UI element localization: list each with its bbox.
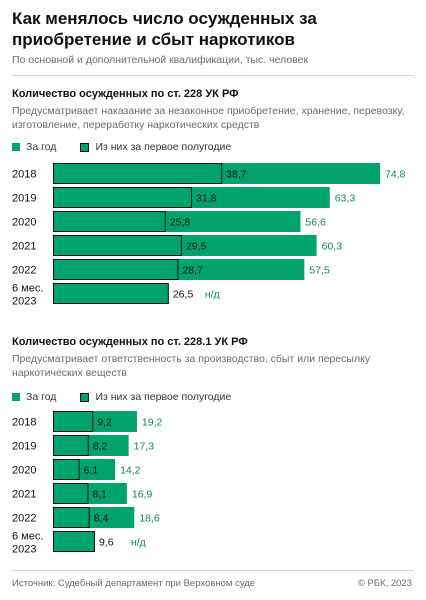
section-2-legend: За год Из них за первое полугодие bbox=[12, 391, 231, 403]
category-label: 2020 bbox=[12, 465, 36, 477]
chart-subtitle: По основной и дополнительной квалификаци… bbox=[12, 54, 309, 66]
half-year-value-label: 6,1 bbox=[84, 465, 99, 477]
half-year-bar bbox=[53, 459, 80, 480]
legend-full-label: За год bbox=[26, 141, 57, 153]
chart-228: 2018 38,7 74,8 2019 31,8 63,3 2020 25,8 56,6 2021… bbox=[12, 163, 406, 308]
half-year-bar bbox=[53, 235, 182, 256]
half-year-bar bbox=[53, 507, 90, 528]
section-1-title: Количество осужденных по ст. 228 УК РФ bbox=[12, 88, 239, 100]
half-year-value-label: 25,8 bbox=[170, 217, 191, 229]
full-year-value-label: 56,6 bbox=[305, 217, 326, 229]
half-year-bar bbox=[53, 211, 166, 232]
half-year-bar bbox=[53, 483, 89, 504]
half-year-bar bbox=[53, 531, 95, 552]
half-year-value-label: 28,7 bbox=[182, 265, 203, 277]
half-year-bar bbox=[53, 411, 94, 432]
full-year-value-label: 74,8 bbox=[385, 169, 406, 181]
half-year-bar bbox=[53, 163, 223, 184]
legend-full-swatch bbox=[12, 143, 20, 151]
category-label: 2019 bbox=[12, 193, 36, 205]
category-label: 2018 bbox=[12, 417, 36, 429]
full-year-value-label: 18,6 bbox=[139, 513, 160, 525]
half-year-value-label: 9,6 bbox=[99, 537, 114, 549]
category-label: 2022 bbox=[12, 513, 36, 525]
half-year-value-label: 26,5 bbox=[173, 289, 194, 301]
category-label: 2023 bbox=[12, 544, 36, 556]
category-label: 2021 bbox=[12, 241, 36, 253]
half-year-value-label: 8,1 bbox=[92, 489, 107, 501]
half-year-bar bbox=[53, 187, 193, 208]
source-note: Источник: Судебный департамент при Верхо… bbox=[12, 578, 256, 589]
half-year-value-label: 31,8 bbox=[196, 193, 217, 205]
section-2-description: Предусматривает ответственность за произ… bbox=[12, 353, 371, 379]
full-year-value-label: 16,9 bbox=[132, 489, 153, 501]
category-label: 6 мес. bbox=[12, 531, 43, 543]
legend-full-swatch bbox=[12, 393, 20, 401]
legend-half-label: Из них за первое полугодие bbox=[95, 141, 232, 153]
section-1-description: Предусматривает наказание за незаконное … bbox=[12, 105, 405, 131]
chart-228-1: 2018 9,2 19,2 2019 8,2 17,3 2020 6,1 14,2 2021 8,1… bbox=[12, 411, 163, 556]
category-label: 2021 bbox=[12, 489, 36, 501]
full-year-value-label: 57,5 bbox=[309, 265, 330, 277]
legend-full-label: За год bbox=[26, 391, 57, 403]
half-year-bar bbox=[53, 259, 179, 280]
full-year-value-label: 63,3 bbox=[335, 193, 356, 205]
half-year-value-label: 8,2 bbox=[93, 441, 108, 453]
chart-title: Как менялось число осужденных за приобре… bbox=[12, 9, 317, 49]
full-year-value-label: н/д bbox=[205, 289, 220, 301]
full-year-value-label: 60,3 bbox=[322, 241, 343, 253]
half-year-value-label: 9,2 bbox=[97, 417, 112, 429]
full-year-value-label: н/д bbox=[131, 537, 146, 549]
divider bbox=[12, 75, 414, 76]
category-label: 2022 bbox=[12, 265, 36, 277]
divider bbox=[12, 570, 414, 571]
section-2-title: Количество осужденных по ст. 228.1 УК РФ bbox=[12, 336, 248, 348]
legend-half-swatch bbox=[80, 142, 90, 152]
full-year-value-label: 19,2 bbox=[142, 417, 163, 429]
category-label: 6 мес. bbox=[12, 283, 43, 295]
half-year-value-label: 29,5 bbox=[186, 241, 207, 253]
category-label: 2023 bbox=[12, 296, 36, 308]
category-label: 2020 bbox=[12, 217, 36, 229]
section-1-legend: За год Из них за первое полугодие bbox=[12, 141, 231, 153]
category-label: 2019 bbox=[12, 441, 36, 453]
half-year-bar bbox=[53, 283, 169, 304]
category-label: 2018 bbox=[12, 169, 36, 181]
half-year-bar bbox=[53, 435, 89, 456]
half-year-value-label: 38,7 bbox=[226, 169, 247, 181]
legend-half-label: Из них за первое полугодие bbox=[95, 391, 232, 403]
copyright: © РБК, 2023 bbox=[357, 578, 412, 589]
half-year-value-label: 8,4 bbox=[94, 513, 109, 525]
legend-half-swatch bbox=[80, 392, 90, 402]
full-year-value-label: 14,2 bbox=[120, 465, 141, 477]
full-year-value-label: 17,3 bbox=[134, 441, 155, 453]
